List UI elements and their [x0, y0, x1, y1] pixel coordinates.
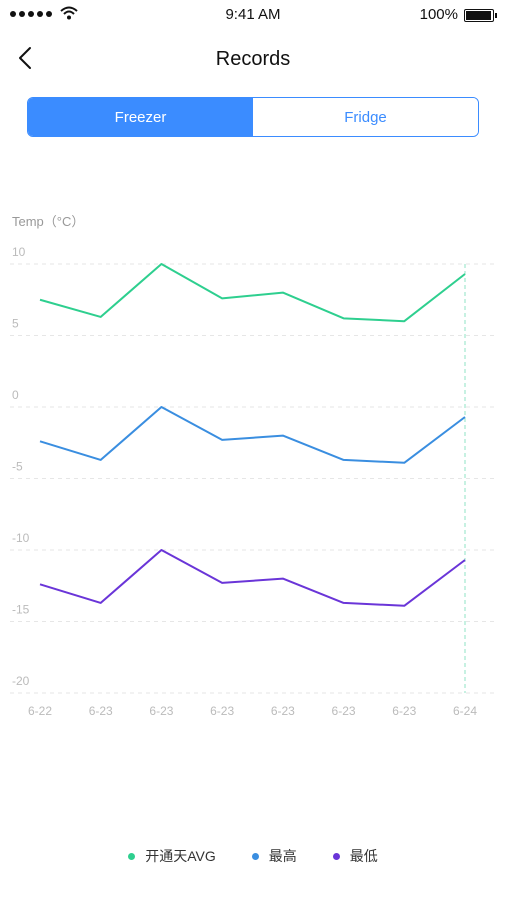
x-tick-label: 6-23 — [149, 704, 173, 718]
chart-legend: 开通天AVG 最高 最低 — [0, 846, 506, 866]
legend-label-avg: 开通天AVG — [145, 848, 216, 864]
battery-icon — [464, 9, 497, 22]
temperature-line-chart: Temp（°C） 10 5 0 -5 -10 -15 -20 6-22 6-23 6-23 6-2… — [10, 214, 496, 718]
legend-label-high: 最高 — [268, 848, 297, 864]
legend-dot-high — [251, 852, 259, 860]
tab-freezer[interactable]: Freezer — [28, 98, 253, 136]
x-tick-label: 6-23 — [210, 704, 234, 718]
y-tick-label: 5 — [12, 317, 19, 331]
y-tick-label: -20 — [12, 674, 30, 688]
legend-item-avg: 开通天AVG — [128, 846, 216, 866]
back-chevron-icon[interactable] — [12, 44, 40, 72]
x-tick-label: 6-24 — [453, 704, 477, 718]
navigation-bar: Records — [0, 36, 506, 82]
series-line-1 — [39, 406, 466, 464]
status-bar: 9:41 AM 100% — [0, 0, 506, 28]
series-line-0 — [39, 263, 466, 323]
y-tick-label: 10 — [12, 245, 26, 259]
x-tick-label: 6-23 — [332, 704, 356, 718]
y-tick-label: -10 — [12, 531, 30, 545]
status-time: 9:41 AM — [225, 6, 281, 23]
legend-dot-avg — [128, 852, 136, 860]
battery-percentage: 100% — [419, 6, 458, 23]
legend-item-low: 最低 — [332, 846, 378, 866]
y-tick-label: -15 — [12, 603, 30, 617]
wifi-icon — [60, 6, 78, 20]
series-line-2 — [39, 549, 466, 607]
y-tick-label: -5 — [12, 460, 23, 474]
page-title: Records — [215, 48, 291, 70]
legend-dot-low — [332, 852, 340, 860]
legend-label-low: 最低 — [349, 848, 378, 864]
signal-strength-icon — [10, 11, 52, 17]
y-axis-label: Temp（°C） — [12, 214, 84, 229]
tab-fridge[interactable]: Fridge — [253, 98, 478, 136]
legend-item-high: 最高 — [251, 846, 297, 866]
y-tick-label: 0 — [12, 388, 19, 402]
x-tick-label: 6-23 — [89, 704, 113, 718]
freezer-fridge-segmented-control: Freezer Fridge — [27, 97, 479, 137]
x-tick-label: 6-22 — [28, 704, 52, 718]
x-tick-label: 6-23 — [392, 704, 416, 718]
x-tick-label: 6-23 — [271, 704, 295, 718]
